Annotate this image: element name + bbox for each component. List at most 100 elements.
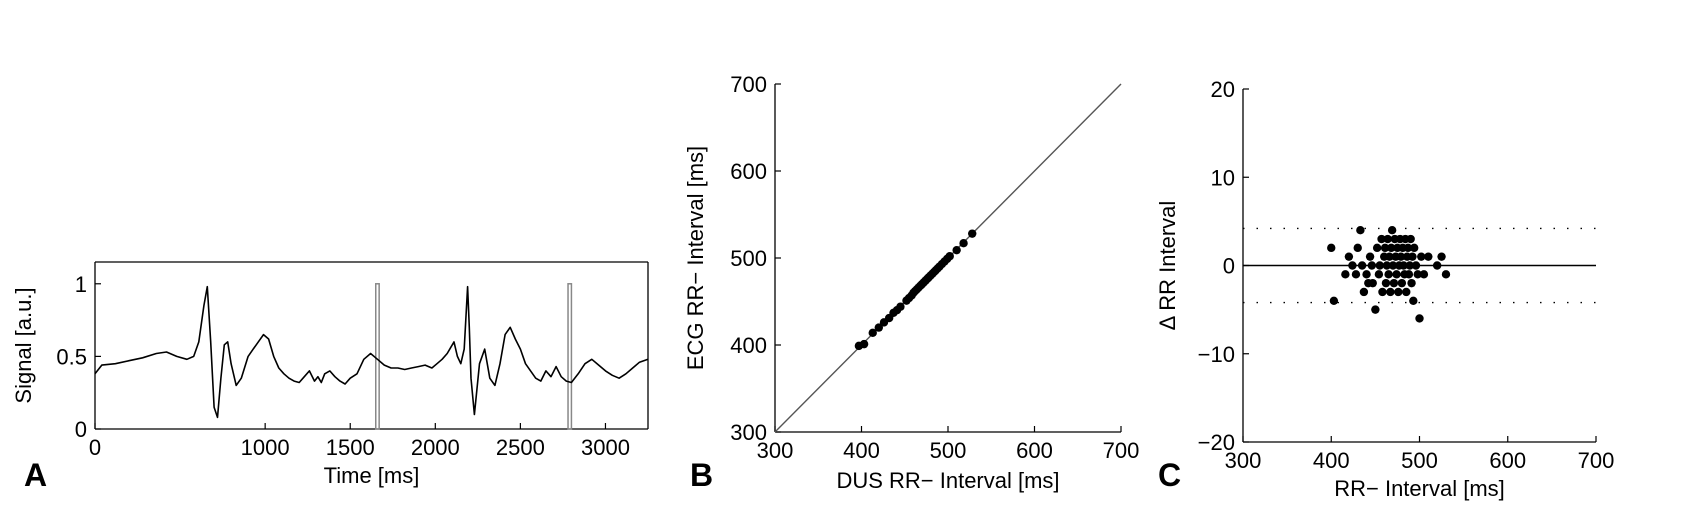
- scatter-point: [1385, 252, 1394, 261]
- y-tick-label: 20: [1211, 77, 1235, 102]
- scatter-point: [1411, 261, 1421, 270]
- y-tick-label: 600: [730, 159, 767, 184]
- scatter-point: [1348, 261, 1357, 270]
- scatter-point: [1408, 252, 1417, 261]
- scatter-point: [1388, 261, 1398, 270]
- x-tick-label: 300: [1225, 448, 1262, 473]
- scatter-point: [1415, 314, 1424, 323]
- y-tick-label: 400: [730, 333, 767, 358]
- scatter-point: [1368, 278, 1377, 288]
- x-tick-label: 2000: [411, 435, 460, 460]
- scatter-point: [1405, 261, 1414, 270]
- y-tick-label: −10: [1198, 342, 1235, 367]
- x-tick-label: 3000: [581, 435, 630, 460]
- panel-b: 300 400 500 600 700 300 400 500 600 700 DUS RR− In…: [683, 72, 1139, 493]
- x-tick-label: 300: [757, 438, 794, 463]
- scatter-point: [959, 239, 968, 248]
- marker-bar: [567, 283, 573, 430]
- scatter-point: [1359, 287, 1369, 297]
- scatter-point: [1424, 252, 1433, 261]
- scatter-point: [1387, 226, 1397, 235]
- y-axis-label: Δ RR Interval: [1155, 201, 1180, 331]
- scatter-point: [968, 229, 977, 238]
- scatter-point: [1399, 261, 1408, 270]
- scatter-point: [1356, 226, 1365, 235]
- scatter-point: [1377, 234, 1386, 244]
- scatter-point: [1419, 270, 1429, 279]
- x-tick-label: 1500: [326, 435, 375, 460]
- scatter-point: [859, 339, 869, 349]
- y-tick-label: 10: [1211, 165, 1235, 190]
- scatter-point: [1365, 252, 1375, 261]
- scatter-point: [1341, 270, 1350, 279]
- scatter-point: [1381, 278, 1391, 288]
- scatter-point: [1406, 234, 1415, 244]
- y-tick-label: 0: [1223, 254, 1235, 279]
- scatter-point: [1432, 261, 1442, 270]
- scatter-point: [1417, 252, 1426, 261]
- x-axis-label: RR− Interval [ms]: [1334, 476, 1505, 501]
- scatter-point: [1384, 270, 1393, 279]
- x-tick-label: 1000: [241, 435, 290, 460]
- y-tick-label: 0: [75, 417, 87, 442]
- signal-line: [94, 285, 649, 419]
- scatter-point: [1403, 243, 1413, 253]
- panel-letter-a: A: [24, 457, 47, 493]
- x-axis-label: Time [ms]: [324, 463, 420, 488]
- scatter-point: [1413, 270, 1422, 279]
- scatter-point: [1396, 252, 1406, 261]
- y-tick-label: 300: [730, 420, 767, 445]
- scatter-point: [1378, 287, 1387, 297]
- scatter-point: [1397, 278, 1407, 288]
- scatter-point: [1357, 261, 1367, 270]
- scatter-point: [1392, 270, 1401, 279]
- x-tick-label: 600: [1016, 438, 1053, 463]
- scatter-point: [1362, 270, 1371, 279]
- x-tick-label: 400: [843, 438, 880, 463]
- scatter-point: [1409, 296, 1418, 305]
- scatter-point: [1441, 270, 1451, 279]
- scatter-point: [1394, 287, 1403, 297]
- y-axis-label: Signal [a.u.]: [11, 287, 36, 403]
- scatter-point: [1402, 287, 1411, 297]
- x-tick-label: 700: [1103, 438, 1140, 463]
- y-axis-label: ECG RR− Interval [ms]: [683, 146, 708, 370]
- scatter-point: [1371, 305, 1380, 314]
- scatter-point: [952, 245, 961, 255]
- y-tick-label: 500: [730, 246, 767, 271]
- scatter-point: [1410, 243, 1419, 253]
- scatter-point: [1389, 278, 1399, 288]
- x-tick-label: 700: [1578, 448, 1615, 473]
- scatter-point: [1404, 270, 1414, 279]
- marker-bar: [375, 283, 380, 430]
- scatter-point: [1437, 252, 1446, 261]
- scatter-point: [1351, 270, 1361, 279]
- scatter-point: [1372, 243, 1382, 253]
- scatter-point: [1375, 261, 1384, 270]
- x-tick-label: 500: [1401, 448, 1438, 473]
- scatter-point: [1327, 243, 1336, 253]
- scatter-point: [1329, 296, 1339, 305]
- panel-c: 300 400 500 600 700 −20 −10 0 10 20 RR− Interval […: [1155, 77, 1614, 501]
- scatter-point: [1386, 287, 1395, 297]
- scatter-point: [1380, 243, 1390, 253]
- y-tick-label: 0.5: [56, 344, 87, 369]
- scatter-point: [1353, 243, 1362, 253]
- scatter-point: [1387, 243, 1396, 253]
- x-tick-label: 400: [1313, 448, 1350, 473]
- y-tick-label: −20: [1198, 430, 1235, 455]
- x-tick-label: 2500: [496, 435, 545, 460]
- panel-letter-b: B: [690, 457, 713, 493]
- scatter-point: [1382, 261, 1392, 270]
- x-tick-label: 0: [89, 435, 101, 460]
- scatter-point: [874, 323, 883, 332]
- scatter-point: [1383, 234, 1392, 244]
- x-tick-label: 600: [1489, 448, 1526, 473]
- x-axis-label: DUS RR− Interval [ms]: [836, 468, 1059, 493]
- scatter-point: [896, 302, 905, 311]
- scatter-point: [1407, 278, 1416, 288]
- scatter-point: [1374, 270, 1384, 279]
- panel-a: 0 1000 1500 2000 2500 3000 0 0.5 1 Time [ms] Signa…: [11, 261, 649, 488]
- y-tick-label: 700: [730, 72, 767, 97]
